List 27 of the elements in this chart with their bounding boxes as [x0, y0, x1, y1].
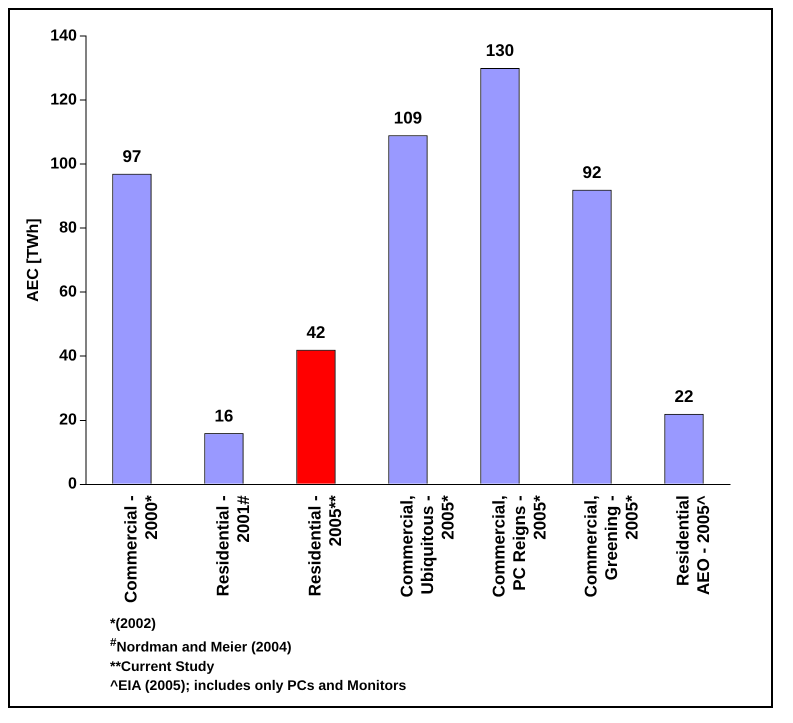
y-tick-label: 120	[50, 91, 77, 108]
data-label: 22	[674, 387, 694, 406]
y-tick-label: 0	[68, 476, 77, 493]
x-tick-label: Commercial, Ubiquitous - 2005*	[398, 494, 458, 598]
y-tick-label: 40	[59, 348, 77, 365]
text: *(2002)	[110, 614, 157, 633]
data-label: 92	[582, 162, 602, 182]
x-tick-label: Residential AEO - 2005^	[674, 495, 714, 595]
x-tick-label: Commercial, Greening - 2005*	[582, 494, 642, 598]
text: ^EIA (2005); includes only PCs and Monitors	[110, 676, 408, 695]
y-tick-label: 140	[50, 27, 77, 44]
data-label: 42	[306, 322, 326, 342]
data-label: 16	[214, 406, 234, 426]
x-tick-label: Commercial - 2000*	[122, 494, 161, 603]
data-label: 130	[486, 41, 514, 60]
text: **Current Study	[110, 656, 216, 676]
y-tick-label: 100	[50, 155, 77, 172]
y-tick-label: 60	[59, 284, 77, 301]
data-label: 97	[122, 146, 142, 166]
y-tick-label: 20	[59, 412, 77, 429]
y-axis-title: AEC [TWh]	[25, 218, 42, 302]
data-label: 109	[394, 108, 422, 128]
x-tick-label: Residential - 2005**	[306, 494, 346, 596]
y-tick-label: 80	[59, 220, 77, 237]
x-tick-label: Commercial, PC Reigns - 2005*	[490, 494, 550, 598]
x-tick-label: Residential - 2001#	[214, 494, 254, 596]
text: $^{#}$Nordman and Meier (2004)	[110, 635, 293, 657]
